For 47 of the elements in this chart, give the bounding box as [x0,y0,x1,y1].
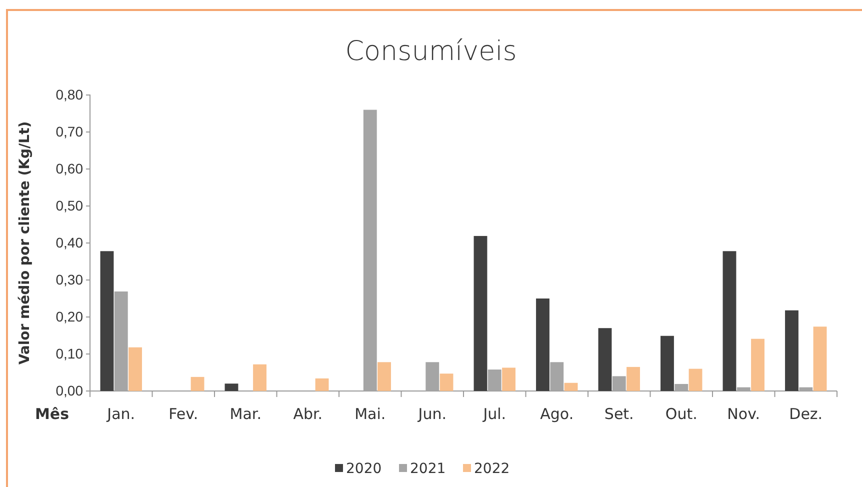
y-tick-label: 0,30 [56,271,84,288]
bar [474,236,488,391]
legend-label: 2022 [474,461,510,477]
bar [688,368,702,391]
bar [751,338,764,391]
bar [722,251,736,391]
x-tick-label: Out. [665,405,698,423]
bar [598,328,612,391]
y-tick-label: 0,60 [56,160,84,176]
bar [502,368,516,391]
bar [128,347,142,391]
x-tick-label: Nov. [727,405,760,423]
y-tick-label: 0,80 [56,86,84,102]
x-tick-label: Jan. [106,405,136,423]
y-tick-label: 0,70 [56,123,84,140]
x-tick-label: Jun. [417,405,446,423]
bar [785,310,798,391]
bar [564,382,578,391]
x-tick-label: Jul. [482,405,506,423]
y-axis-title: Valor médio por cliente (Kg/Lt) [17,121,33,365]
x-tick-label: Dez. [789,405,823,423]
legend-label: 2020 [346,461,382,477]
x-tick-label: Fev. [168,405,198,423]
legend-label: 2021 [410,461,446,477]
bar [660,336,674,391]
bar [440,374,454,391]
bar [100,251,114,391]
y-tick-label: 0,40 [56,234,84,250]
x-axis-title: Mês [34,405,70,423]
y-tick-label: 0,20 [56,308,84,324]
x-tick-label: Ago. [540,405,574,423]
y-tick-label: 0,50 [56,197,84,214]
bar [626,366,640,391]
bar [378,362,391,391]
bar [190,376,204,391]
bar [536,298,550,391]
bar [813,326,827,391]
chart-title: Consumíveis [345,36,517,67]
y-tick-label: 0,00 [56,382,84,398]
bar [315,378,329,391]
x-tick-label: Mai. [354,405,386,423]
bar [253,364,266,391]
x-tick-label: Mar. [230,405,262,423]
bar [224,384,238,391]
x-tick-label: Set. [604,405,634,423]
y-tick-label: 0,10 [56,345,84,362]
x-tick-label: Abr. [293,405,323,423]
